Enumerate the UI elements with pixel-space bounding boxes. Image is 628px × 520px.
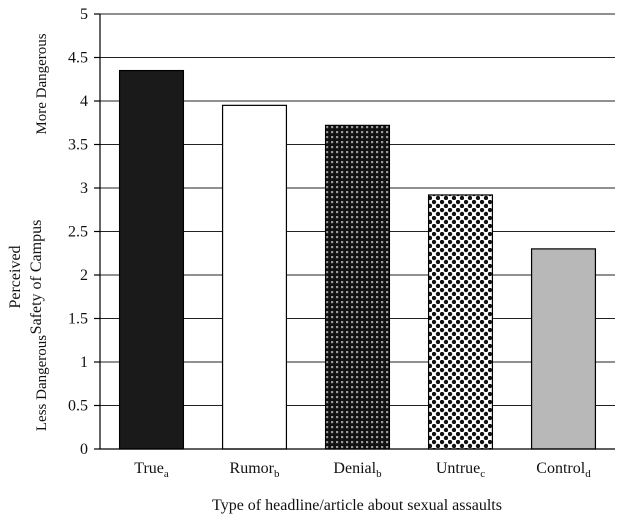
y-tick-label: 4.5 bbox=[68, 50, 88, 67]
y-tick-label: 3.5 bbox=[68, 137, 88, 154]
x-tick-label: Denialb bbox=[333, 460, 382, 480]
bar-control bbox=[530, 248, 597, 450]
x-tick-label-subscript: c bbox=[480, 468, 485, 480]
x-tick-label-text: True bbox=[134, 460, 164, 477]
x-tick-label: Truea bbox=[134, 460, 169, 480]
x-tick-label-subscript: b bbox=[274, 468, 280, 480]
bar-true bbox=[118, 69, 185, 450]
bar-untrue bbox=[427, 194, 494, 450]
x-tick-label: Untruec bbox=[436, 460, 485, 480]
y-axis-top-label: More Dangerous bbox=[34, 33, 50, 134]
bar-rumor bbox=[221, 104, 288, 450]
y-tick-label: 4 bbox=[80, 93, 88, 110]
x-axis-title: Type of headline/article about sexual as… bbox=[212, 497, 502, 514]
y-tick-label: 0 bbox=[80, 441, 88, 458]
x-tick-label-subscript: d bbox=[585, 468, 591, 480]
x-tick-label-subscript: b bbox=[376, 468, 382, 480]
y-tick-label: 3 bbox=[80, 180, 88, 197]
y-tick-label: 1.5 bbox=[68, 311, 88, 328]
bars bbox=[118, 69, 597, 450]
y-axis-title-line1: Perceived bbox=[7, 245, 24, 308]
x-tick-label-subscript: a bbox=[164, 468, 169, 480]
y-axis-title-group: Perceived Safety of Campus More Dangerou… bbox=[7, 33, 50, 431]
y-axis-title-line2: Safety of Campus bbox=[28, 220, 45, 335]
x-tick-label-text: Denial bbox=[333, 460, 376, 477]
y-tick-label: 2 bbox=[80, 267, 88, 284]
x-tick-label-text: Rumor bbox=[230, 460, 275, 477]
axes bbox=[94, 13, 615, 450]
y-tick-label: 0.5 bbox=[68, 398, 88, 415]
y-axis-bottom-label: Less Dangerous bbox=[34, 335, 50, 431]
x-tick-label: Controld bbox=[536, 460, 591, 480]
y-tick-label: 5 bbox=[80, 6, 88, 23]
x-tick-label-text: Untrue bbox=[436, 460, 480, 477]
x-tick-label-text: Control bbox=[536, 460, 585, 477]
x-tick-label: Rumorb bbox=[230, 460, 280, 480]
y-tick-label: 1 bbox=[80, 354, 88, 371]
bar-denial bbox=[324, 124, 391, 450]
y-tick-label: 2.5 bbox=[68, 224, 88, 241]
